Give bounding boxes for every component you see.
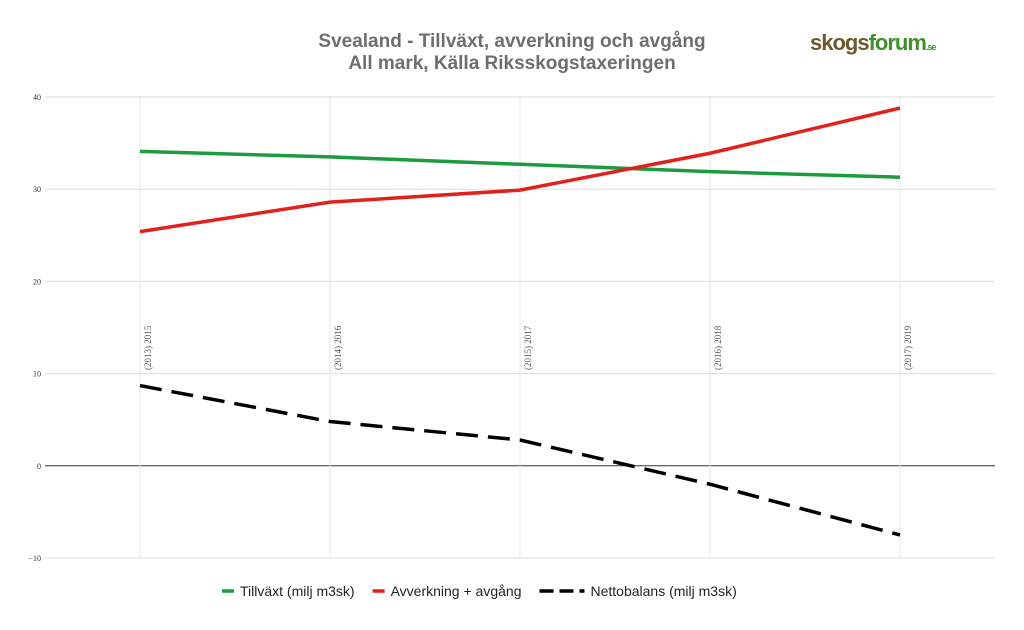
series-line bbox=[139, 383, 901, 537]
y-tick-label: 0 bbox=[37, 462, 41, 471]
series-line bbox=[139, 149, 901, 179]
legend-label: Avverkning + avgång bbox=[391, 583, 522, 599]
x-tick-label: (2016) 2018 bbox=[713, 325, 723, 370]
series-line bbox=[139, 106, 901, 234]
x-tick-label: (2013) 2015 bbox=[143, 325, 153, 370]
logo-part: forum bbox=[869, 30, 927, 55]
legend-label: Tillväxt (milj m3sk) bbox=[240, 583, 355, 599]
legend: Tillväxt (milj m3sk) Avverkning + avgång N… bbox=[222, 583, 737, 599]
logo-part: .se bbox=[926, 42, 937, 52]
y-tick-label: 40 bbox=[33, 93, 41, 102]
legend-item: Nettobalans (milj m3sk) bbox=[539, 583, 737, 599]
logo: skogsforum.se bbox=[810, 30, 936, 55]
y-tick-label: 20 bbox=[33, 277, 41, 286]
x-tick-label: (2014) 2016 bbox=[333, 325, 343, 370]
legend-item: Avverkning + avgång bbox=[372, 583, 522, 599]
legend-item: Tillväxt (milj m3sk) bbox=[222, 583, 355, 599]
logo-part: skogs bbox=[810, 30, 869, 55]
legend-label: Nettobalans (milj m3sk) bbox=[590, 583, 736, 599]
y-tick-label: −10 bbox=[28, 554, 41, 563]
chart-subtitle: All mark, Källa Riksskogstaxeringen bbox=[348, 53, 675, 74]
chart-title: Svealand - Tillväxt, avverkning och avgå… bbox=[318, 31, 705, 52]
x-tick-label: (2017) 2019 bbox=[903, 325, 913, 370]
x-tick-label: (2015) 2017 bbox=[523, 325, 533, 370]
y-tick-label: 30 bbox=[33, 185, 41, 194]
y-tick-label: 10 bbox=[33, 370, 41, 379]
